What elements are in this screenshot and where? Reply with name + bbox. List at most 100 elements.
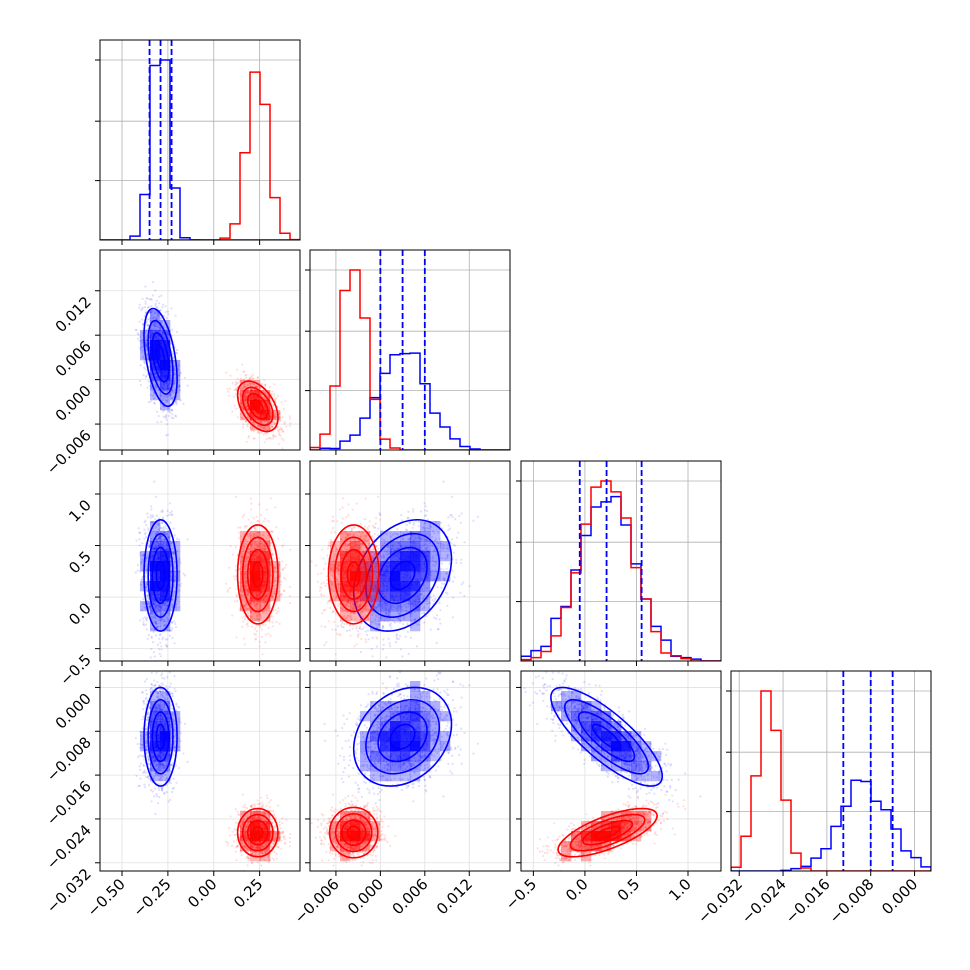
contour-red	[334, 812, 373, 853]
panel-3-2: −0.5 0.0 0.5 1.0	[502, 670, 722, 914]
x-tick-label: 0.000	[878, 875, 921, 918]
contour-red	[569, 813, 646, 852]
contour-red	[246, 548, 269, 600]
contour-red	[327, 524, 380, 625]
panel-frame	[309, 460, 511, 662]
histogram-blue	[310, 352, 510, 450]
contour-blue	[389, 723, 416, 750]
x-tick-label: 0.000	[344, 875, 387, 918]
contour-red	[251, 399, 264, 414]
y-tick-label: 0.006	[52, 337, 95, 380]
contour-red	[241, 386, 274, 426]
histogram-blue	[100, 59, 300, 240]
contour-red	[236, 524, 279, 625]
contour-blue	[147, 319, 174, 395]
panel-1-1	[305, 249, 511, 455]
panel-0-0	[95, 39, 301, 245]
contour-red	[251, 825, 264, 840]
panel-content	[521, 671, 721, 871]
y-tick-label: 0.5	[65, 548, 95, 578]
contour-red	[594, 825, 621, 840]
panel-frame	[99, 39, 301, 241]
contour-red	[346, 561, 361, 588]
contour-blue	[155, 344, 166, 371]
panel-content	[100, 671, 300, 871]
y-tick-label: −0.006	[43, 426, 95, 478]
contour-blue	[143, 307, 178, 408]
contour-blue	[389, 560, 416, 591]
panel-frame	[520, 460, 722, 662]
y-tick-label: −0.008	[43, 733, 95, 785]
x-tick-label: 1.0	[665, 875, 695, 905]
panel-3-3: −0.032−0.024−0.016−0.008 0.000	[694, 670, 932, 927]
histogram-red	[100, 71, 300, 240]
contour-red	[241, 536, 274, 613]
panel-content	[310, 671, 510, 871]
contour-red	[246, 392, 269, 420]
x-tick-label: 0.006	[389, 875, 432, 918]
contour-blue	[591, 723, 622, 750]
panel-content	[100, 40, 300, 240]
contour-blue	[143, 686, 178, 787]
histogram-red	[731, 690, 931, 871]
x-tick-label: −0.024	[738, 875, 790, 927]
panel-content	[100, 461, 300, 661]
panel-frame	[730, 670, 932, 872]
x-tick-label: −0.008	[826, 875, 878, 927]
contour-blue	[151, 711, 170, 763]
panel-2-1	[305, 460, 511, 666]
x-tick-label: 0.25	[230, 875, 266, 911]
histogram-blue	[731, 779, 931, 871]
contour-red	[340, 548, 368, 600]
panel-content	[100, 250, 300, 450]
y-tick-label: 0.0	[65, 599, 95, 629]
contour-blue	[143, 518, 178, 632]
panel-frame	[99, 670, 301, 872]
y-tick-label: −0.5	[56, 651, 94, 689]
panel-frame	[309, 249, 511, 451]
y-tick-label: 1.0	[65, 496, 95, 526]
x-tick-label: −0.016	[782, 875, 834, 927]
contour-blue	[151, 332, 170, 383]
x-tick-label: −0.5	[502, 875, 540, 913]
contour-blue	[564, 698, 650, 775]
y-tick-label: −0.024	[43, 821, 95, 873]
y-tick-label: −0.016	[43, 777, 95, 829]
contour-blue	[155, 723, 166, 750]
contour-red	[582, 819, 634, 846]
contour-blue	[577, 711, 636, 763]
contour-red	[251, 561, 264, 588]
contour-blue	[147, 698, 174, 775]
contour-red	[241, 813, 274, 852]
x-tick-label: −0.006	[291, 875, 343, 927]
histogram-red	[310, 269, 510, 450]
contour-blue	[377, 711, 428, 763]
histogram-red	[521, 480, 721, 661]
contour-blue	[365, 698, 441, 775]
panel-frame	[99, 249, 301, 451]
contour-blue	[365, 532, 441, 618]
contour-red	[246, 819, 269, 846]
density-blue	[360, 681, 451, 782]
panel-frame	[520, 670, 722, 872]
panel-frame	[99, 460, 301, 662]
y-tick-label: 0.012	[52, 293, 95, 336]
contour-red	[346, 825, 361, 840]
panel-content	[521, 461, 721, 661]
contour-blue	[155, 560, 166, 591]
panel-2-2	[516, 460, 722, 666]
contour-red	[334, 536, 374, 613]
x-tick-label: 0.00	[184, 875, 220, 911]
contour-blue	[377, 546, 428, 605]
panel-2-0: −0.5 0.0 0.5 1.0	[56, 460, 301, 689]
x-tick-label: −0.25	[129, 875, 174, 920]
y-tick-label: 0.000	[52, 382, 95, 425]
contour-blue	[352, 686, 453, 787]
contour-blue	[550, 686, 664, 787]
panel-content	[310, 250, 510, 450]
x-tick-label: 0.012	[433, 875, 476, 918]
contour-red	[236, 380, 279, 433]
contour-red	[236, 807, 279, 858]
